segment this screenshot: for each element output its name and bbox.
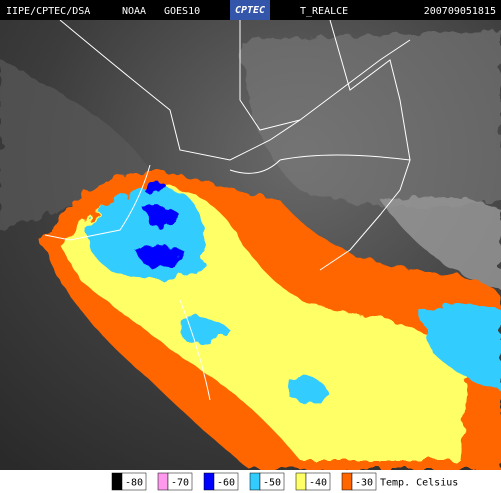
legend-swatch — [157, 472, 169, 491]
legend-title: Temp. Celsius — [380, 478, 458, 489]
legend-label: -60 — [217, 478, 235, 489]
legend: -80 -70 -60 -50 -40 -30 Temp. Celsius — [111, 472, 458, 491]
header-timestamp: 200709051815 — [424, 6, 496, 17]
legend-swatch — [111, 472, 123, 491]
clouds — [0, 30, 501, 470]
legend-label-box — [351, 472, 377, 491]
logo-box — [230, 0, 270, 20]
legend-swatch — [295, 472, 307, 491]
legend-swatch — [249, 472, 261, 491]
legend-label-box — [305, 472, 331, 491]
legend-label: -50 — [263, 478, 281, 489]
legend-swatch — [203, 472, 215, 491]
legend-label: -70 — [171, 478, 189, 489]
legend-label-box — [213, 472, 239, 491]
header-agency: NOAA — [122, 6, 146, 17]
legend-label: -80 — [125, 478, 143, 489]
header-source: IIPE/CPTEC/DSA — [6, 6, 90, 17]
logo: CPTEC — [235, 5, 265, 16]
legend-label: -40 — [309, 478, 327, 489]
header-product: T_REALCE — [300, 6, 348, 17]
legend-label-box — [121, 472, 147, 491]
header-satellite: GOES10 — [164, 6, 200, 17]
legend-label: -30 — [355, 478, 373, 489]
legend-label-box — [167, 472, 193, 491]
legend-swatch — [341, 472, 353, 491]
boundaries — [44, 19, 411, 401]
legend-label-box — [259, 472, 285, 491]
